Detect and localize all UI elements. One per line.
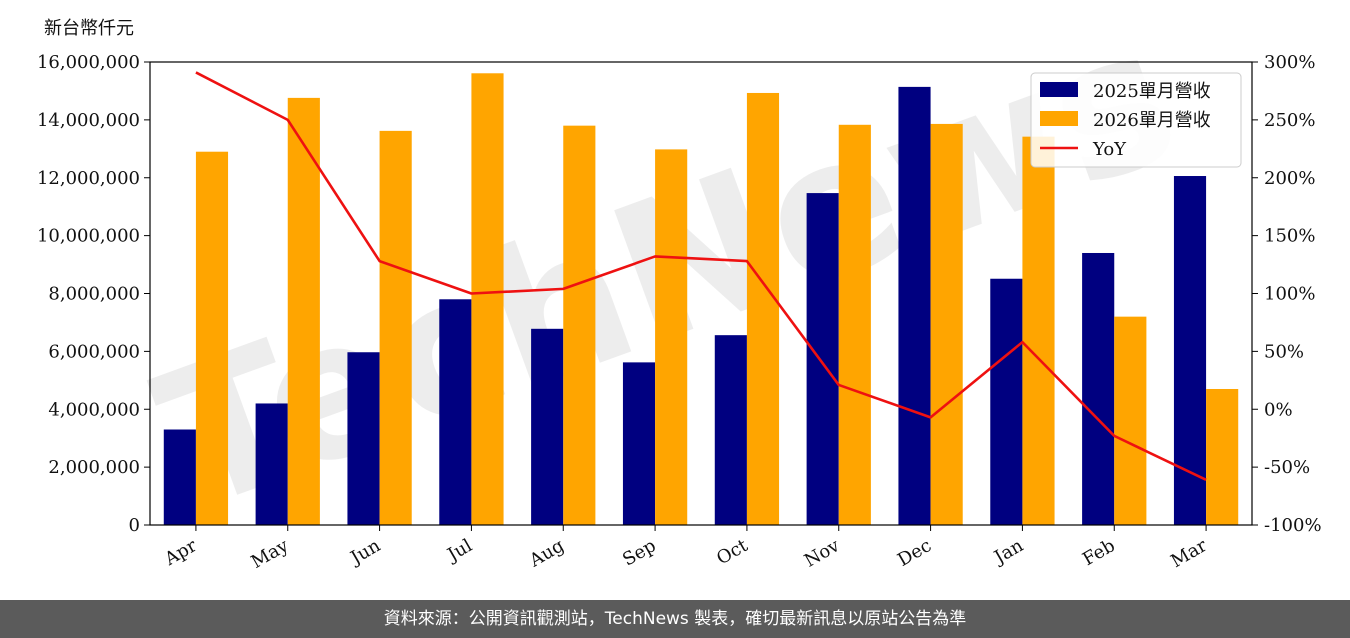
right-tick-label: 250% <box>1264 110 1315 131</box>
left-tick-label: 10,000,000 <box>37 226 140 247</box>
bar-2025-dec <box>898 86 931 525</box>
x-tick-label-aug: Aug <box>525 535 568 572</box>
right-tick-label: 50% <box>1264 341 1304 362</box>
right-tick-label: 200% <box>1264 168 1315 189</box>
right-tick-label: -100% <box>1264 515 1322 536</box>
bar-2025-jun <box>347 352 380 525</box>
x-tick-label-jun: Jun <box>346 535 385 570</box>
bar-2026-nov <box>838 124 871 525</box>
left-tick-label: 8,000,000 <box>48 284 140 305</box>
left-tick-label: 6,000,000 <box>48 341 140 362</box>
bar-2025-aug <box>531 328 564 525</box>
x-tick-label-jul: Jul <box>442 535 476 567</box>
left-tick-label: 0 <box>129 515 140 536</box>
bar-2026-jun <box>379 130 412 525</box>
bar-2025-may <box>255 403 288 525</box>
bar-2026-may <box>287 97 320 525</box>
x-tick-label-may: May <box>248 535 293 573</box>
left-tick-label: 4,000,000 <box>48 399 140 420</box>
right-tick-label: -50% <box>1264 457 1310 478</box>
bar-2026-sep <box>655 149 688 526</box>
legend-label: 2025單月營收 <box>1093 81 1211 102</box>
legend-box <box>1030 72 1242 168</box>
x-tick-label-mar: Mar <box>1167 535 1211 572</box>
yoy-line <box>195 71 1207 482</box>
legend: 2025單月營收 2026單月營收 YoY <box>1030 72 1242 168</box>
legend-label: YoY <box>1092 139 1127 160</box>
left-tick-label: 16,000,000 <box>37 52 140 73</box>
bar-2026-aug <box>563 125 596 525</box>
right-tick-label: 100% <box>1264 284 1315 305</box>
unit-label: 新台幣仟元 <box>44 18 134 39</box>
bar-2025-nov <box>806 193 839 526</box>
x-tick-label-feb: Feb <box>1079 535 1119 570</box>
bar-2026-oct <box>746 92 780 525</box>
x-tick-label-jan: Jan <box>989 535 1027 569</box>
source-footer: 資料來源：公開資訊觀測站，TechNews 製表，確切最新訊息以原站公告為準 <box>0 600 1350 638</box>
bar-2026-dec <box>930 123 963 526</box>
left-tick-label: 2,000,000 <box>48 457 140 478</box>
legend-swatch <box>1040 111 1078 126</box>
bar-2026-apr <box>195 151 229 526</box>
x-tick-label-apr: Apr <box>160 535 200 570</box>
right-tick-label: 300% <box>1264 52 1315 73</box>
yoy-line-layer <box>195 71 1207 482</box>
chart: TechNews 02,000,0004,000,0006,000,0008,0… <box>37 0 1322 573</box>
left-tick-label: 12,000,000 <box>37 168 140 189</box>
x-tick-label-nov: Nov <box>801 535 844 572</box>
bar-2025-sep <box>622 362 656 525</box>
x-tick-label-oct: Oct <box>713 535 752 570</box>
bar-2025-jan <box>990 278 1023 525</box>
right-tick-label: 150% <box>1264 226 1315 247</box>
bar-2025-feb <box>1082 252 1115 526</box>
right-tick-label: 0% <box>1264 399 1293 420</box>
x-tick-label-sep: Sep <box>619 535 659 570</box>
left-tick-label: 14,000,000 <box>37 110 140 131</box>
legend-label: 2026單月營收 <box>1093 110 1211 131</box>
legend-swatch <box>1040 82 1078 97</box>
bar-2026-feb <box>1114 316 1147 525</box>
x-tick-label-dec: Dec <box>894 535 935 571</box>
bar-2025-jul <box>439 299 472 525</box>
bar-2025-apr <box>163 429 196 525</box>
bar-2026-mar <box>1206 388 1239 525</box>
bar-2026-jan <box>1022 136 1055 525</box>
bars <box>163 73 1239 526</box>
bar-2026-jul <box>471 73 504 526</box>
bar-2025-oct <box>714 335 747 525</box>
